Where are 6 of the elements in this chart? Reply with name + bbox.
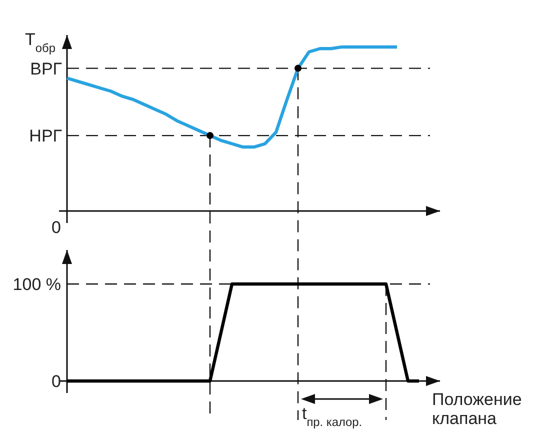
ref-line-label: ВРГ	[30, 59, 62, 78]
y-axis-title: T$_{обр}$	[25, 30, 56, 55]
text: t$_{пр. калор.}$	[302, 404, 362, 429]
x-axis-title: Положение клапана	[432, 390, 522, 428]
y-tick-label: 100 %	[12, 274, 61, 294]
ref-line-label: НРГ	[29, 126, 62, 146]
